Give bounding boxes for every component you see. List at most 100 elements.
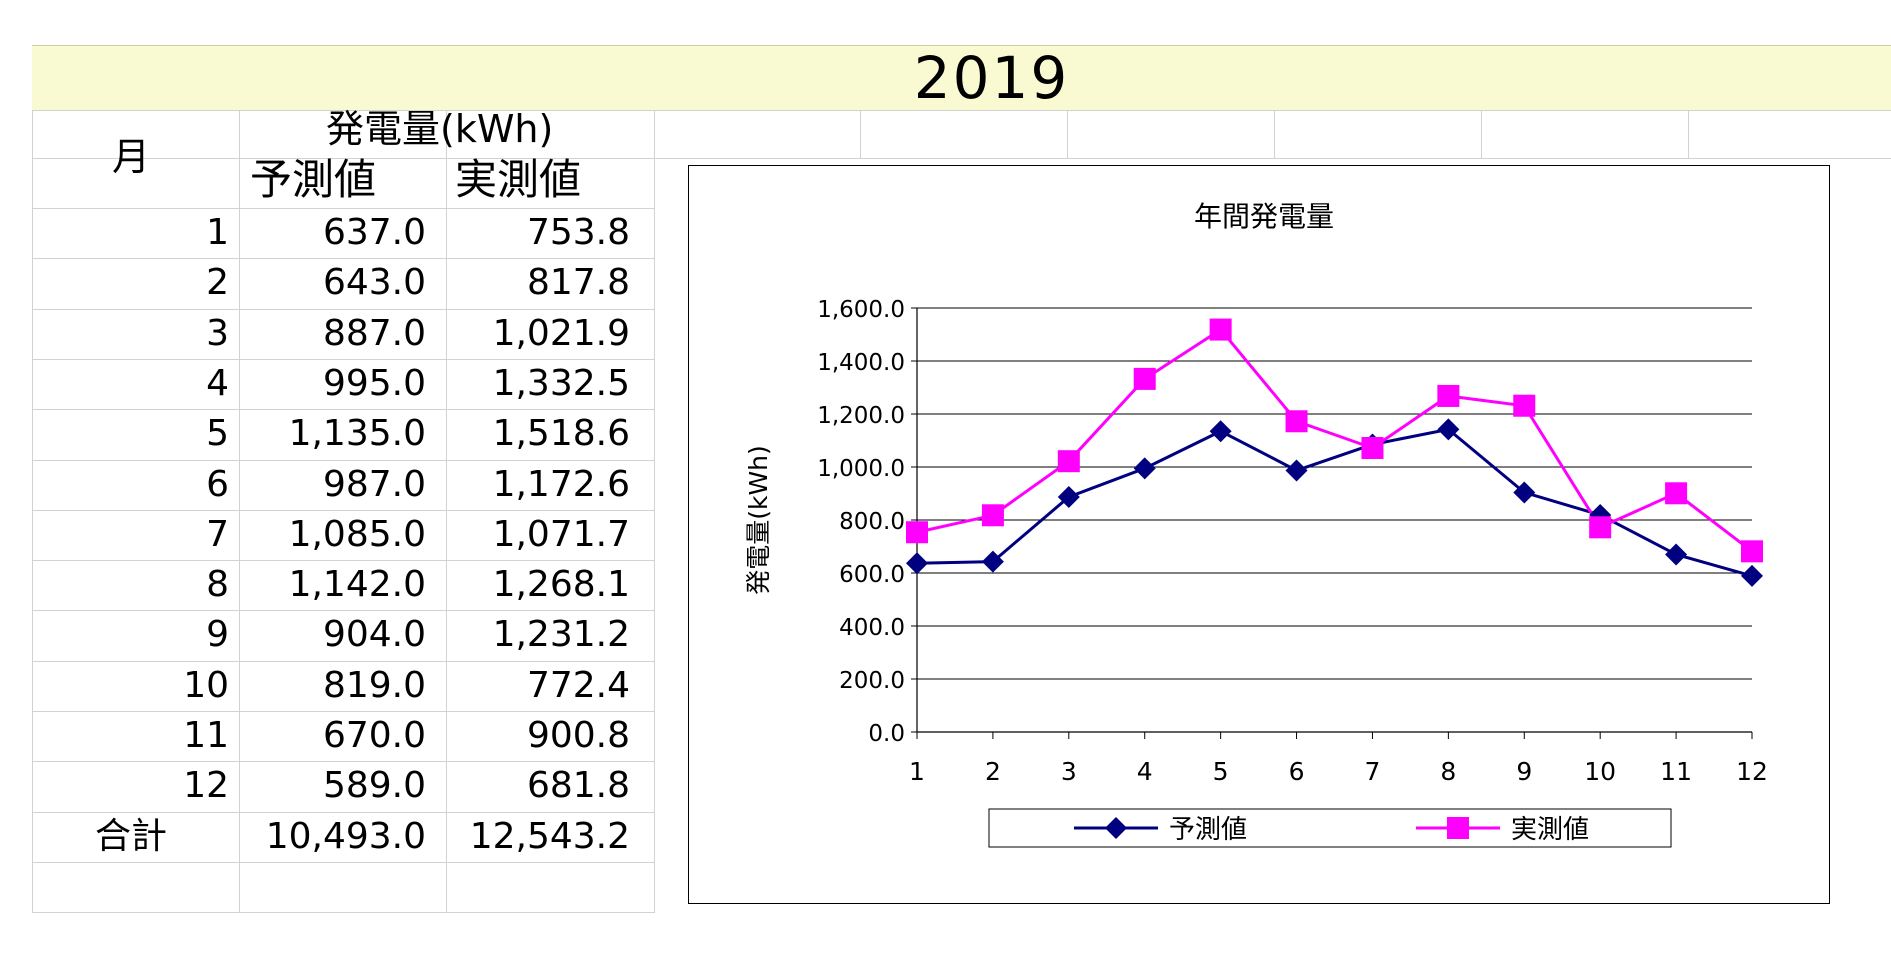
predicted-cell[interactable]: 1,085.0 bbox=[288, 513, 426, 555]
series-line-2 bbox=[916, 327, 1753, 553]
table-gridline-v bbox=[32, 110, 33, 913]
predicted-cell[interactable]: 1,135.0 bbox=[288, 413, 426, 455]
x-tick-label: 10 bbox=[1584, 757, 1616, 786]
table-gridline-h bbox=[32, 110, 1891, 111]
actual-cell[interactable]: 1,332.5 bbox=[492, 362, 630, 404]
series-2-point bbox=[1133, 367, 1156, 390]
table-gridline-h bbox=[32, 258, 654, 260]
month-cell[interactable]: 10 bbox=[183, 664, 229, 706]
y-tick-label: 0.0 bbox=[868, 721, 905, 747]
y-tick-label: 800.0 bbox=[839, 509, 905, 535]
month-cell[interactable]: 8 bbox=[206, 564, 229, 606]
generation-header[interactable]: 発電量(kWh) bbox=[326, 107, 554, 151]
predicted-cell[interactable]: 904.0 bbox=[322, 614, 426, 656]
actual-cell[interactable]: 772.4 bbox=[526, 664, 630, 706]
table-gridline-h bbox=[32, 560, 654, 562]
actual-cell[interactable]: 1,231.2 bbox=[492, 614, 630, 656]
table-gridline-h bbox=[32, 861, 654, 863]
total-predicted[interactable]: 10,493.0 bbox=[265, 815, 426, 857]
actual-cell[interactable]: 681.8 bbox=[526, 765, 630, 807]
series-1-point bbox=[1133, 457, 1156, 480]
x-tick-label: 7 bbox=[1365, 757, 1381, 786]
month-cell[interactable]: 11 bbox=[183, 715, 229, 756]
y-tick-label: 200.0 bbox=[839, 668, 905, 694]
month-cell[interactable]: 6 bbox=[206, 463, 229, 505]
series-2-point bbox=[1741, 540, 1763, 563]
series-2-point bbox=[981, 504, 1004, 527]
predicted-cell[interactable]: 637.0 bbox=[322, 212, 426, 253]
month-cell[interactable]: 5 bbox=[206, 413, 229, 455]
x-tick-label: 5 bbox=[1213, 757, 1229, 786]
month-cell[interactable]: 3 bbox=[206, 312, 229, 354]
y-axis-label: 発電量(kWh) bbox=[744, 445, 773, 595]
chart-area[interactable]: 年間発電量 0.0 200.0 400.0 600.0 800.0 1,000.0 1,200… bbox=[688, 165, 1830, 904]
predicted-cell[interactable]: 670.0 bbox=[322, 715, 426, 756]
series-1-point bbox=[1057, 485, 1080, 508]
predicted-cell[interactable]: 1,142.0 bbox=[288, 564, 426, 606]
predicted-header[interactable]: 予測値 bbox=[250, 155, 377, 204]
actual-cell[interactable]: 1,268.1 bbox=[492, 564, 630, 606]
table-gridline-h bbox=[32, 660, 654, 662]
series-2-point bbox=[1209, 318, 1232, 341]
actual-cell[interactable]: 753.8 bbox=[526, 212, 630, 253]
series-2-point bbox=[1057, 450, 1080, 473]
series-2-point bbox=[1285, 410, 1308, 433]
actual-cell[interactable]: 900.8 bbox=[526, 715, 630, 756]
predicted-cell[interactable]: 995.0 bbox=[322, 362, 426, 404]
predicted-cell[interactable]: 887.0 bbox=[322, 312, 426, 354]
table-gridline-v bbox=[446, 110, 447, 913]
series-line-1 bbox=[916, 427, 1753, 578]
month-header[interactable]: 月 bbox=[112, 135, 151, 179]
predicted-cell[interactable]: 589.0 bbox=[322, 765, 426, 807]
table-gridline-h bbox=[32, 358, 654, 360]
actual-cell[interactable]: 1,172.6 bbox=[492, 463, 630, 505]
series-1-point bbox=[906, 552, 928, 575]
sheet-gridline-h bbox=[654, 158, 1891, 159]
actual-header[interactable]: 実測値 bbox=[455, 155, 582, 204]
actual-cell[interactable]: 1,518.6 bbox=[492, 413, 630, 455]
y-tick-label: 400.0 bbox=[839, 615, 905, 641]
y-tick-label: 1,000.0 bbox=[817, 456, 905, 482]
actual-cell[interactable]: 1,071.7 bbox=[492, 513, 630, 555]
x-tick-label: 11 bbox=[1660, 757, 1692, 786]
series-1-point bbox=[1209, 420, 1232, 443]
month-cell[interactable]: 1 bbox=[206, 212, 229, 253]
legend-label-1: 予測値 bbox=[1169, 815, 1247, 845]
month-cell[interactable]: 2 bbox=[206, 262, 229, 304]
month-cell[interactable]: 4 bbox=[206, 362, 229, 404]
legend-box bbox=[988, 808, 1672, 848]
table-gridline-h bbox=[32, 308, 654, 310]
chart-title: 年間発電量 bbox=[1194, 200, 1334, 233]
total-label[interactable]: 合計 bbox=[95, 815, 168, 857]
table-gridline-h bbox=[32, 711, 654, 712]
series-2-point bbox=[1589, 516, 1612, 539]
total-actual[interactable]: 12,543.2 bbox=[469, 815, 630, 857]
table-gridline-h bbox=[32, 761, 654, 763]
month-cell[interactable]: 12 bbox=[183, 765, 229, 807]
y-tick-label: 1,400.0 bbox=[817, 350, 905, 376]
sheet-gridline-v bbox=[1067, 110, 1068, 158]
x-tick-label: 9 bbox=[1516, 757, 1532, 786]
table-gridline-h bbox=[32, 811, 654, 813]
month-cell[interactable]: 7 bbox=[206, 513, 229, 555]
table-gridline-h bbox=[32, 158, 654, 159]
y-tick-label: 600.0 bbox=[839, 562, 905, 588]
legend-marker-1 bbox=[1105, 817, 1127, 839]
table-gridline-h bbox=[32, 509, 654, 511]
month-cell[interactable]: 9 bbox=[206, 614, 229, 656]
predicted-cell[interactable]: 819.0 bbox=[322, 664, 426, 706]
table-gridline-h bbox=[32, 912, 654, 914]
x-tick-label: 8 bbox=[1440, 757, 1456, 786]
series-2-point bbox=[1437, 384, 1460, 407]
predicted-cell[interactable]: 643.0 bbox=[322, 262, 426, 304]
actual-cell[interactable]: 817.8 bbox=[526, 262, 630, 304]
predicted-cell[interactable]: 987.0 bbox=[322, 463, 426, 505]
actual-cell[interactable]: 1,021.9 bbox=[492, 312, 630, 354]
x-tick-label: 2 bbox=[985, 757, 1001, 786]
table-gridline-h bbox=[32, 610, 654, 612]
series-1-point bbox=[1741, 564, 1763, 587]
series-2-point bbox=[1513, 394, 1536, 417]
table-gridline-v bbox=[654, 110, 655, 913]
x-tick-label: 6 bbox=[1289, 757, 1305, 786]
